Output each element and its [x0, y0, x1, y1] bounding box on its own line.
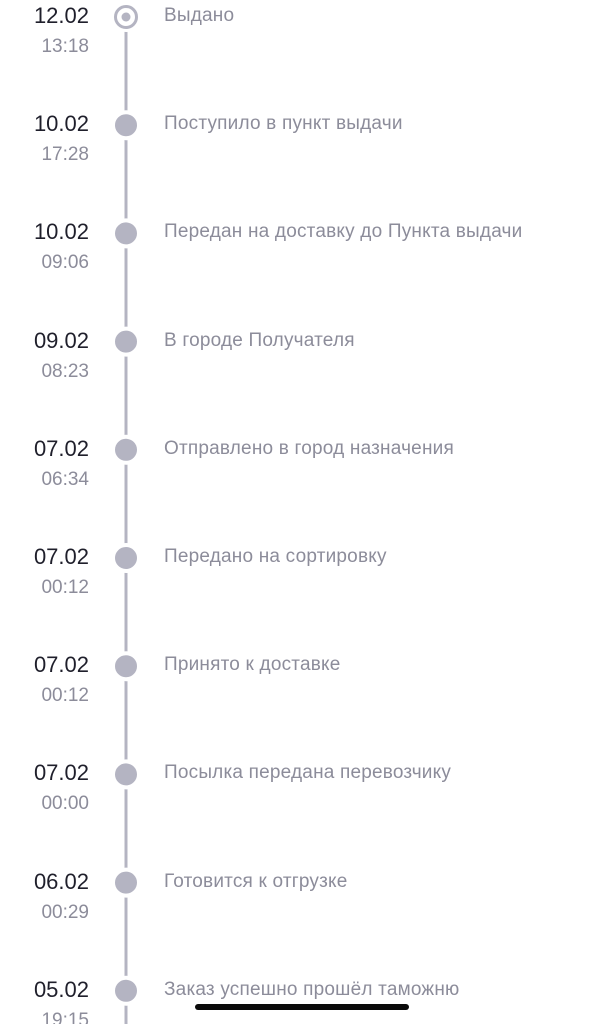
event-date: 07.02 — [33, 435, 89, 461]
status-marker — [111, 218, 141, 249]
event-time: 00:00 — [41, 793, 89, 815]
event-date: 12.02 — [33, 3, 89, 28]
event-status: Отправлено в город назначения — [164, 437, 454, 459]
event-status: Заказ успешно прошёл таможню — [164, 978, 460, 1000]
event-date: 07.02 — [33, 652, 89, 678]
status-marker — [111, 975, 141, 1006]
event-date: 10.02 — [33, 219, 89, 245]
status-marker — [111, 110, 141, 141]
event-time: 00:12 — [41, 685, 89, 707]
status-marker — [111, 867, 141, 898]
event-status: Готовится к отгрузке — [164, 870, 348, 892]
event-status: Передано на сортировку — [164, 546, 387, 567]
event-time: 13:18 — [41, 36, 89, 57]
event-date: 06.02 — [33, 868, 89, 894]
event-time: 19:15 — [41, 1009, 89, 1024]
event-status: Поступило в пункт выдачи — [164, 113, 403, 135]
event-date: 07.02 — [33, 760, 89, 786]
event-status: Выдано — [164, 5, 235, 26]
status-marker — [111, 434, 141, 465]
current-marker-dot — [121, 12, 131, 22]
event-status: Передан на доставку до Пункта выдачи — [164, 221, 523, 243]
event-status: Посылка передана перевозчику — [164, 762, 452, 784]
event-time: 09:06 — [41, 252, 89, 274]
event-status: В городе Получателя — [164, 329, 355, 351]
event-time: 06:34 — [41, 468, 89, 490]
home-indicator — [195, 1004, 409, 1010]
event-time: 00:29 — [41, 901, 89, 923]
event-time: 17:28 — [41, 144, 89, 166]
event-status: Принято к доставке — [164, 654, 341, 676]
event-time: 08:23 — [41, 360, 89, 382]
event-date: 09.02 — [33, 327, 89, 353]
status-marker — [111, 759, 141, 790]
status-marker — [111, 651, 141, 682]
status-marker — [111, 326, 141, 357]
event-date: 10.02 — [33, 111, 89, 137]
event-time: 00:12 — [41, 577, 89, 598]
event-date: 07.02 — [33, 544, 89, 569]
status-marker — [111, 543, 141, 573]
event-date: 05.02 — [33, 976, 89, 1002]
